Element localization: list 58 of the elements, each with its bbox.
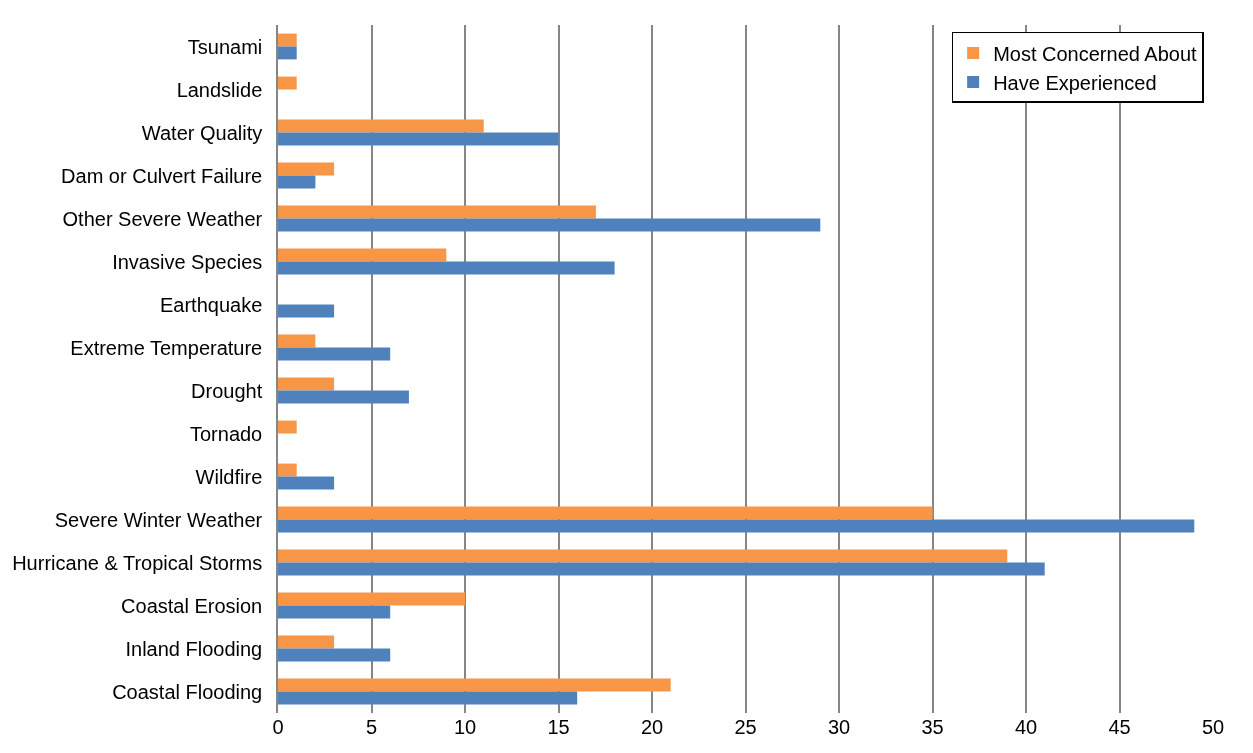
bar bbox=[278, 119, 484, 133]
y-tick-label: Water Quality bbox=[141, 121, 263, 144]
bar bbox=[278, 678, 671, 692]
bar bbox=[278, 476, 335, 490]
y-tick-label: Hurricane & Tropical Storms bbox=[12, 551, 263, 574]
bar bbox=[278, 218, 821, 232]
y-tick-label: Tsunami bbox=[187, 35, 263, 58]
bar bbox=[278, 562, 1045, 576]
x-tick-label: 15 bbox=[547, 716, 570, 738]
x-tick-label: 35 bbox=[921, 716, 944, 738]
x-tick-label: 25 bbox=[734, 716, 757, 738]
y-tick-label: Severe Winter Weather bbox=[54, 508, 263, 531]
x-tick-label: 30 bbox=[827, 716, 851, 738]
y-tick-label: Extreme Temperature bbox=[70, 336, 263, 359]
bar bbox=[278, 420, 297, 434]
x-tick-label: 10 bbox=[453, 716, 477, 738]
x-tick-label: 40 bbox=[1014, 716, 1038, 738]
bar bbox=[278, 46, 297, 60]
bar bbox=[278, 76, 297, 90]
y-tick-label: Dam or Culvert Failure bbox=[61, 164, 263, 187]
bar bbox=[278, 304, 335, 318]
bar bbox=[278, 635, 335, 649]
bar bbox=[278, 132, 559, 146]
y-tick-label: Inland Flooding bbox=[125, 637, 263, 660]
bar bbox=[278, 648, 391, 662]
bar bbox=[278, 347, 391, 361]
bar bbox=[278, 377, 335, 391]
y-tick-label: Coastal Flooding bbox=[112, 680, 263, 703]
bar bbox=[278, 605, 391, 619]
bar bbox=[278, 691, 578, 705]
bar bbox=[278, 248, 447, 262]
y-tick-label: Coastal Erosion bbox=[121, 594, 263, 617]
y-tick-label: Drought bbox=[191, 379, 263, 402]
bar bbox=[278, 390, 409, 404]
x-tick-label: 45 bbox=[1108, 716, 1131, 738]
bar bbox=[278, 162, 335, 176]
x-tick-label: 50 bbox=[1201, 716, 1225, 738]
y-tick-label: Wildfire bbox=[195, 465, 263, 488]
bar bbox=[278, 519, 1195, 533]
y-tick-label: Other Severe Weather bbox=[62, 207, 263, 230]
bar bbox=[278, 33, 297, 47]
y-tick-label: Earthquake bbox=[159, 293, 263, 316]
x-tick-label: 5 bbox=[365, 716, 378, 738]
y-tick-label: Landslide bbox=[176, 78, 263, 101]
legend-label: Have Experienced bbox=[993, 71, 1157, 94]
bar bbox=[278, 261, 615, 275]
bar bbox=[278, 205, 596, 219]
legend-label: Most Concerned About bbox=[993, 42, 1198, 65]
y-tick-label: Invasive Species bbox=[112, 250, 263, 273]
bar bbox=[278, 463, 297, 477]
bar bbox=[278, 334, 316, 348]
bar bbox=[278, 549, 1008, 563]
bar bbox=[278, 506, 933, 520]
bar bbox=[278, 592, 465, 606]
bar bbox=[278, 175, 316, 189]
y-tick-label: Tornado bbox=[189, 422, 263, 445]
x-tick-label: 20 bbox=[640, 716, 664, 738]
x-tick-label: 0 bbox=[272, 716, 284, 738]
